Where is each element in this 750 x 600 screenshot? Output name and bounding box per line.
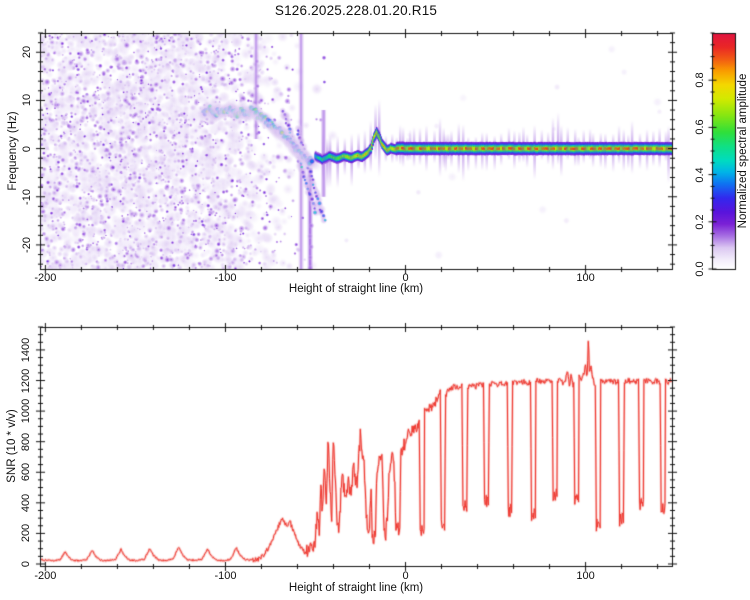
top-y-axis-label: Frequency (Hz) bbox=[7, 111, 19, 191]
colorbar-tick-label: 0.4 bbox=[694, 166, 706, 183]
bottom-y-tick-label: 1200 bbox=[20, 368, 32, 393]
bottom-y-tick-label: 600 bbox=[20, 463, 32, 482]
top-x-axis-label: Height of straight line (km) bbox=[288, 283, 424, 295]
top-x-tick-label: -200 bbox=[34, 272, 57, 284]
top-x-tick-label: 0 bbox=[402, 272, 409, 284]
colorbar-tick-label: 0.8 bbox=[694, 72, 706, 88]
bottom-y-tick-label: 200 bbox=[20, 524, 32, 543]
top-y-tick-label: 0 bbox=[21, 145, 33, 152]
top-y-tick-label: 20 bbox=[21, 46, 33, 59]
colorbar-tick-label: 0.0 bbox=[694, 261, 706, 277]
bottom-x-axis-label: Height of straight line (km) bbox=[288, 582, 424, 594]
bottom-y-tick-label: 400 bbox=[20, 493, 32, 513]
bottom-y-tick-label: 1000 bbox=[20, 398, 32, 424]
top-x-tick-label: -100 bbox=[214, 272, 237, 284]
top-y-tick-label: -20 bbox=[21, 236, 33, 253]
colorbar-tick-label: 0.2 bbox=[694, 214, 706, 230]
bottom-y-axis-label: SNR (10 * v/v) bbox=[6, 409, 18, 483]
bottom-y-tick-label: 800 bbox=[20, 432, 32, 451]
bottom-y-tick-label: 1400 bbox=[20, 337, 32, 363]
top-y-tick-label: -10 bbox=[21, 188, 33, 205]
bottom-y-tick-label: 0 bbox=[20, 560, 32, 568]
bottom-x-tick-label: -200 bbox=[34, 570, 57, 582]
bottom-x-tick-label: 0 bbox=[402, 570, 409, 582]
colorbar-tick-label: 0.6 bbox=[694, 119, 706, 136]
top-x-tick-label: 100 bbox=[576, 272, 595, 284]
top-y-tick-label: 10 bbox=[21, 94, 33, 107]
bottom-x-tick-label: 100 bbox=[576, 570, 595, 582]
bottom-x-tick-label: -100 bbox=[214, 570, 237, 582]
colorbar-label: Normalized spectral amplitude bbox=[737, 73, 749, 229]
figure-title: S126.2025.228.01.20.R15 bbox=[274, 3, 438, 18]
